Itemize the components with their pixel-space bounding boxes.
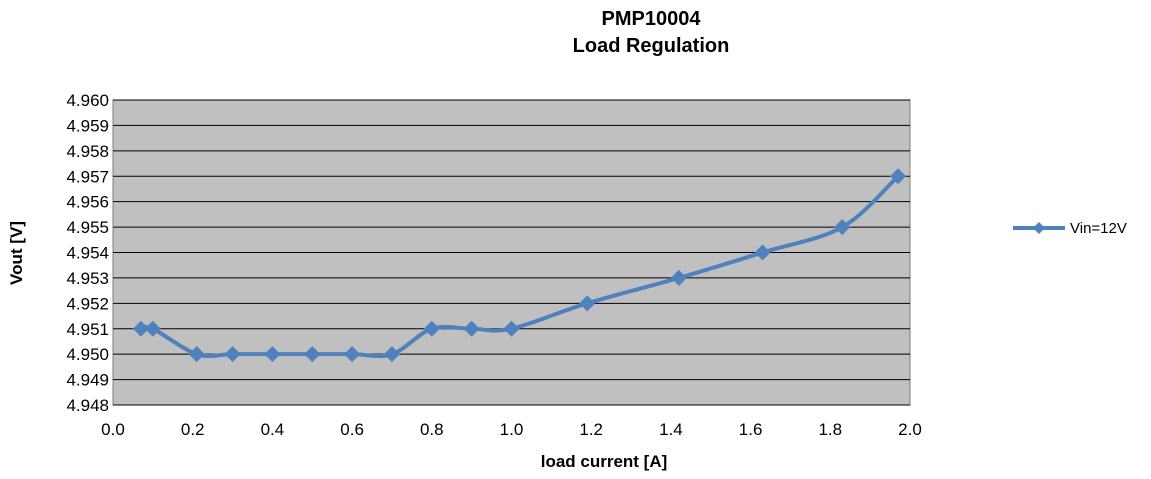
y-tick-label: 4.951 xyxy=(66,320,109,339)
data-point-marker xyxy=(304,346,321,363)
y-tick-label: 4.954 xyxy=(66,244,109,263)
y-tick-label: 4.960 xyxy=(66,91,109,110)
data-point-marker xyxy=(383,346,400,363)
x-tick-label: 2.0 xyxy=(898,420,922,439)
y-tick-label: 4.953 xyxy=(66,269,109,288)
y-axis-title: Vout [V] xyxy=(7,221,26,285)
x-tick-label: 1.0 xyxy=(500,420,524,439)
x-tick-label: 0.6 xyxy=(340,420,364,439)
x-tick-label: 1.6 xyxy=(739,420,763,439)
x-tick-label: 1.8 xyxy=(818,420,842,439)
data-point-marker xyxy=(423,320,440,337)
legend-series-label: Vin=12V xyxy=(1070,220,1127,237)
y-tick-label: 4.956 xyxy=(66,193,109,212)
y-tick-label: 4.959 xyxy=(66,116,109,135)
x-tick-labels: 0.0 0.2 0.4 0.6 0.8 1.0 1.2 1.4 1.6 1.8 2.0 xyxy=(101,420,922,439)
y-tick-label: 4.950 xyxy=(66,345,109,364)
x-tick-label: 0.4 xyxy=(261,420,285,439)
legend-series-marker xyxy=(1033,222,1045,234)
chart-title-line-1: PMP10004 xyxy=(602,8,702,30)
data-point-marker xyxy=(503,320,520,337)
x-tick-label: 1.4 xyxy=(659,420,683,439)
y-tick-label: 4.948 xyxy=(66,396,109,415)
data-point-marker xyxy=(224,346,241,363)
y-tick-labels: 4.948 4.949 4.950 4.951 4.952 4.953 4.954 4.955… xyxy=(66,91,109,415)
data-point-marker xyxy=(463,320,480,337)
data-point-marker xyxy=(834,219,851,236)
y-tick-label: 4.955 xyxy=(66,218,109,237)
data-point-marker xyxy=(579,295,596,312)
data-point-marker xyxy=(344,346,361,363)
x-tick-label: 0.0 xyxy=(101,420,125,439)
data-point-marker xyxy=(144,320,161,337)
x-axis-title: load current [A] xyxy=(541,452,668,471)
data-point-marker xyxy=(132,320,149,337)
chart-title-line-2: Load Regulation xyxy=(573,35,730,57)
y-gridlines xyxy=(113,99,910,406)
legend: Vin=12V xyxy=(1013,220,1127,237)
y-tick-label: 4.958 xyxy=(66,142,109,161)
data-point-marker xyxy=(264,346,281,363)
y-tick-label: 4.957 xyxy=(66,167,109,186)
x-tick-label: 0.8 xyxy=(420,420,444,439)
data-point-marker xyxy=(754,244,771,261)
x-tick-label: 0.2 xyxy=(181,420,205,439)
data-point-marker xyxy=(670,269,687,286)
series-layer xyxy=(132,168,907,363)
data-point-marker xyxy=(890,168,907,185)
y-tick-label: 4.952 xyxy=(66,294,109,313)
x-tick-label: 1.2 xyxy=(579,420,603,439)
y-tick-label: 4.949 xyxy=(66,371,109,390)
data-point-marker xyxy=(188,346,205,363)
